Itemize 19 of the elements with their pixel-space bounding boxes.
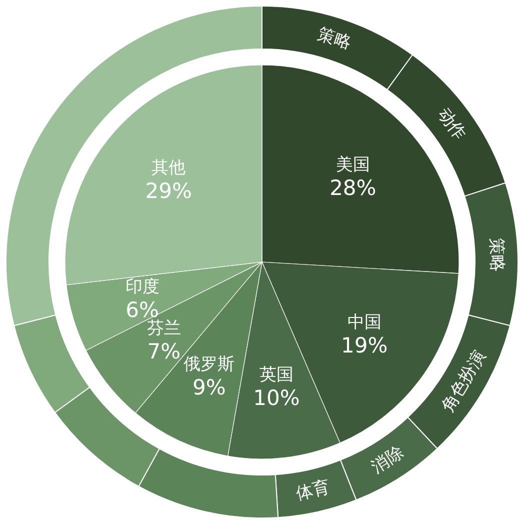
slice-label: 美国: [336, 155, 370, 176]
slice-label: 中国: [347, 312, 382, 333]
data-label: 7%: [147, 340, 181, 364]
slice-label: 印度: [125, 276, 160, 297]
data-label: 9%: [192, 375, 226, 400]
slice-label: 芬兰: [146, 318, 181, 339]
slice-label: 策略: [486, 237, 507, 272]
slice-label: 体育: [294, 477, 332, 504]
slice-label: 角色扮演: [438, 347, 490, 416]
data-label: 28%: [330, 176, 376, 200]
data-label: 10%: [253, 386, 300, 410]
data-label: 29%: [145, 178, 192, 203]
slice-label: 俄罗斯: [184, 354, 235, 374]
slice-label: 消除: [368, 442, 408, 478]
data-label: 19%: [341, 334, 388, 358]
slice-label: 策略: [315, 24, 354, 54]
slice-label: 动作: [434, 104, 470, 144]
slice-label: 其他: [152, 158, 186, 178]
slice-label: 英国: [260, 365, 294, 386]
